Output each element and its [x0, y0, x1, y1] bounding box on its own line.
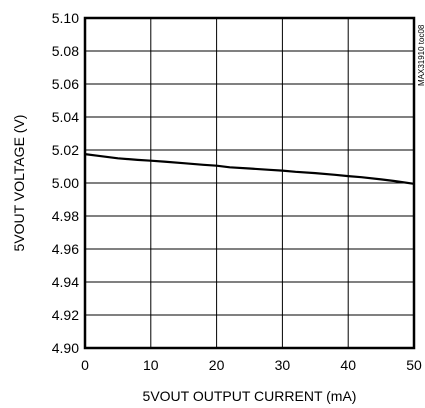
- y-tick-label: 4.90: [52, 340, 79, 356]
- x-tick-label: 40: [340, 357, 356, 373]
- x-axis-label: 5VOUT OUTPUT CURRENT (mA): [143, 388, 357, 404]
- y-tick-label: 4.94: [52, 274, 79, 290]
- x-tick-label: 10: [143, 357, 159, 373]
- series-layer: [84, 153, 415, 185]
- x-tick-label: 50: [406, 357, 422, 373]
- y-axis-label: 5VOUT VOLTAGE (V): [11, 115, 27, 252]
- y-tick-label: 5.06: [52, 76, 79, 92]
- y-tick-label: 5.02: [52, 142, 79, 158]
- x-tick-labels: 0 10 20 30 40 50: [81, 357, 422, 373]
- plot-frame: [83, 16, 416, 350]
- y-tick-label: 5.00: [52, 175, 79, 191]
- grid: [84, 17, 415, 349]
- figure-id-annotation: MAX31910 toc08: [417, 24, 425, 86]
- y-tick-labels: 4.90 4.92 4.94 4.96 4.98 5.00 5.02 5.04 5.06 5.08…: [52, 10, 79, 356]
- x-tick-label: 30: [275, 357, 291, 373]
- y-tick-label: 5.10: [52, 10, 79, 26]
- series-line: [84, 153, 415, 185]
- y-tick-label: 4.98: [52, 208, 79, 224]
- y-tick-label: 4.96: [52, 241, 79, 257]
- x-tick-label: 20: [209, 357, 225, 373]
- y-tick-label: 4.92: [52, 307, 79, 323]
- y-tick-label: 5.04: [52, 109, 79, 125]
- y-tick-label: 5.08: [52, 43, 79, 59]
- x-tick-label: 0: [81, 357, 89, 373]
